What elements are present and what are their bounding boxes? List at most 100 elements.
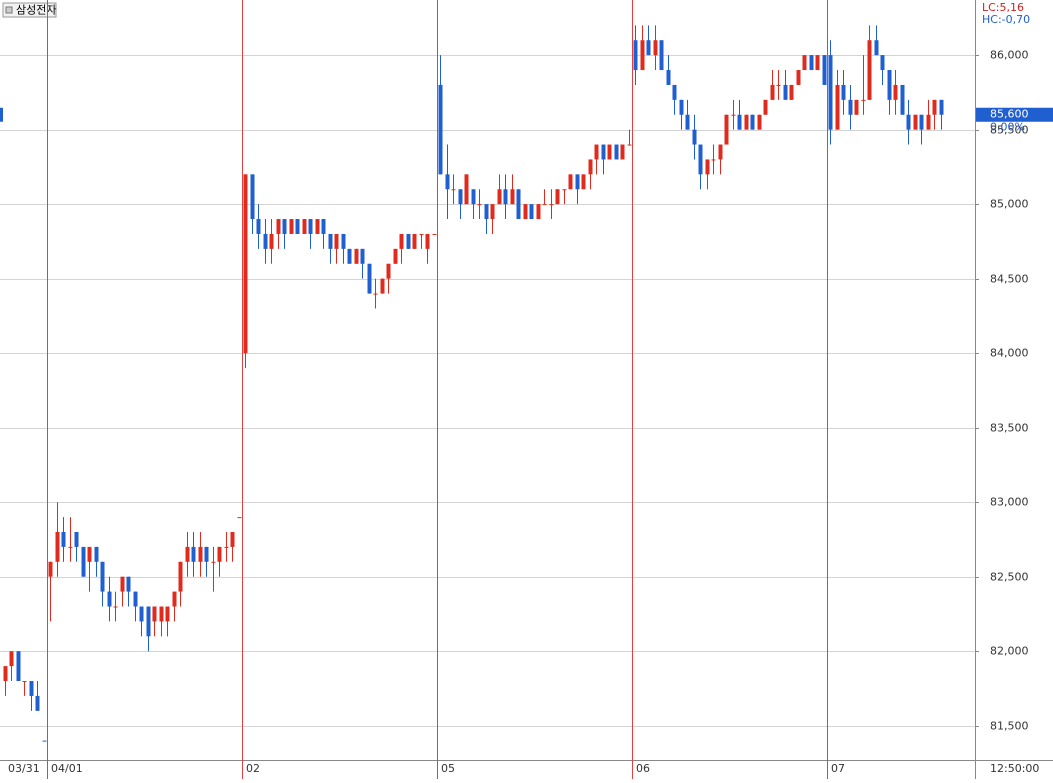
candle-body (471, 189, 476, 205)
candle-body (939, 99, 944, 115)
candle-body (926, 114, 931, 130)
candle-body (393, 248, 398, 264)
candle-body (42, 740, 47, 742)
candle-body (386, 263, 391, 279)
x-tick-label: 06 (636, 762, 650, 775)
candle-body (848, 99, 853, 115)
candle-body (562, 189, 567, 191)
candle-body (35, 695, 40, 711)
candle-body (458, 189, 463, 205)
candle-body (789, 84, 794, 100)
change-label: 0.00% (990, 121, 1025, 134)
candle-body (549, 204, 554, 206)
y-tick-label: 81,500 (990, 720, 1029, 733)
candle-body (835, 84, 840, 130)
candle-body (815, 55, 820, 71)
candle-body (152, 606, 157, 622)
candle-body (341, 233, 346, 249)
candle-body (269, 233, 274, 249)
candle-body (555, 189, 560, 205)
candle-body (490, 204, 495, 220)
candle-body (783, 84, 788, 100)
candle-body (113, 606, 118, 608)
candle-body (146, 606, 151, 637)
candle-body (575, 174, 580, 190)
candle-body (601, 144, 606, 160)
candle-body (854, 99, 859, 115)
y-tick-label: 83,000 (990, 496, 1029, 509)
candle-body (750, 114, 755, 130)
candle-body (646, 40, 651, 56)
candle-body (126, 576, 131, 592)
candle-body (893, 84, 898, 100)
chart-title: 삼성전자 (16, 4, 56, 17)
hc-label: HC:-0,70 (982, 13, 1030, 26)
candle-body (432, 233, 437, 235)
title-icon (5, 6, 13, 14)
candle-body (497, 189, 502, 205)
candle-body (302, 219, 307, 234)
candle-body (321, 219, 326, 234)
candle-body (802, 55, 807, 71)
candle-body (919, 114, 924, 130)
x-tick-label: 02 (246, 762, 260, 775)
candle-body (932, 99, 937, 115)
price-marker (976, 107, 1053, 122)
candle-body (607, 144, 612, 160)
candle-body (256, 219, 261, 234)
candle-body (906, 114, 911, 130)
candle-body (594, 144, 599, 160)
candle-body (464, 174, 469, 205)
candle-body (133, 591, 138, 607)
candle-body (3, 666, 8, 682)
candle-body (172, 591, 177, 607)
candle-body (724, 114, 729, 145)
candle-body (685, 114, 690, 130)
candle-body (451, 189, 456, 191)
candle-body (360, 248, 365, 264)
candle-body (295, 219, 300, 234)
candle-body (100, 561, 105, 592)
candle-body (61, 532, 66, 547)
candle-body (776, 84, 781, 86)
candle-body (419, 233, 424, 235)
candle-body (29, 681, 34, 696)
candle-body (165, 606, 170, 622)
candle-body (406, 233, 411, 249)
price-label: 85,600 (990, 108, 1029, 121)
candle-body (581, 174, 586, 190)
x-tick-label: 03/31 (8, 762, 40, 775)
candle-body (698, 144, 703, 175)
candle-body (334, 233, 339, 249)
candle-body (523, 204, 528, 220)
candle-body (744, 114, 749, 130)
y-tick-label: 82,500 (990, 571, 1029, 584)
candle-body (198, 546, 203, 562)
candle-body (620, 144, 625, 160)
candle-body (48, 561, 53, 577)
candle-body (770, 84, 775, 100)
candle-body (731, 114, 736, 116)
candle-body (880, 55, 885, 71)
candle-body (211, 561, 216, 563)
candle-body (289, 219, 294, 234)
candle-body (224, 546, 229, 548)
candle-body (503, 189, 508, 205)
y-tick-label: 84,500 (990, 273, 1029, 286)
candle-body (809, 55, 814, 71)
y-tick-label: 85,500 (990, 124, 1029, 137)
candle-body (568, 174, 573, 190)
candle-body (705, 159, 710, 175)
candle-body (87, 546, 92, 562)
candle-body (9, 651, 14, 667)
y-tick-label: 83,500 (990, 422, 1029, 435)
candle-body (711, 159, 716, 161)
candle-body (828, 55, 833, 130)
candle-body (107, 591, 112, 607)
candle-body (276, 219, 281, 234)
x-tick-label: 05 (441, 762, 455, 775)
candle-body (900, 84, 905, 115)
candle-body (588, 159, 593, 175)
candle-body (347, 248, 352, 264)
